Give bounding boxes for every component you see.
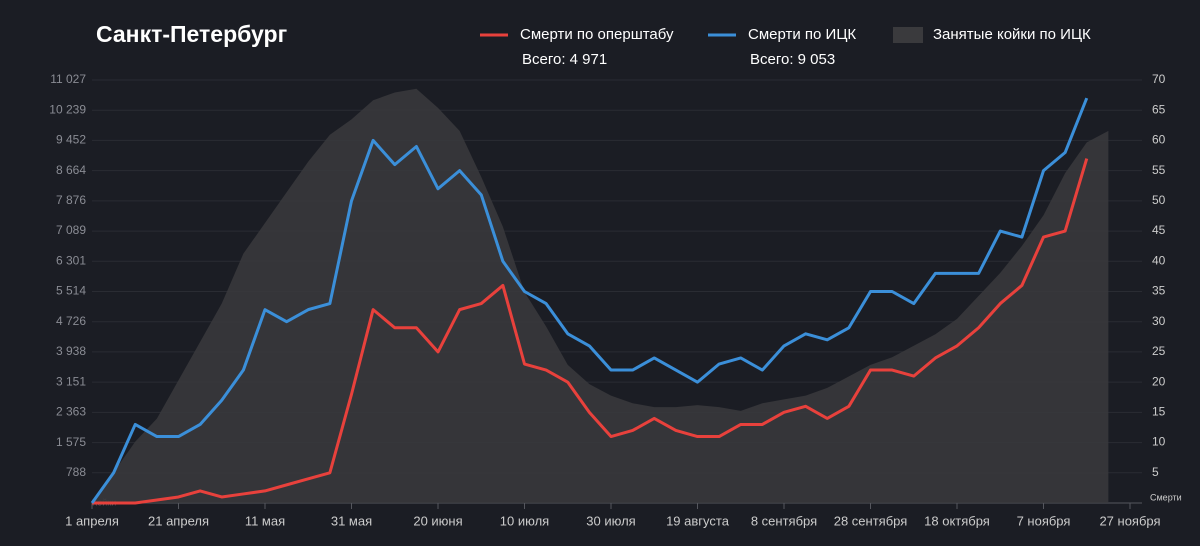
- x-tick-label: 30 июля: [586, 513, 635, 528]
- x-tick-label: 10 июля: [500, 513, 549, 528]
- y-tick-label: 7 089: [56, 223, 86, 237]
- y-tick-label: 3 938: [56, 344, 86, 358]
- y2-tick-label: 15: [1152, 405, 1166, 419]
- y-tick-label: 3 151: [56, 374, 86, 388]
- legend-label: Занятые койки по ИЦК: [933, 26, 1091, 43]
- y2-tick-label: 35: [1152, 284, 1166, 298]
- x-tick-label: 19 августа: [666, 513, 730, 528]
- y-tick-label: 8 664: [56, 163, 86, 177]
- x-tick-label: 8 сентября: [751, 513, 817, 528]
- x-tick-label: 21 апреля: [148, 513, 209, 528]
- y2-tick-label: 55: [1152, 163, 1166, 177]
- y-tick-label: 10 239: [49, 102, 86, 116]
- y2-axis-label: Смерти: [1150, 492, 1182, 502]
- y-tick-label: 2 363: [56, 405, 86, 419]
- legend-note: Всего: 4 971: [522, 51, 607, 68]
- x-tick-label: 20 июня: [413, 513, 462, 528]
- y2-tick-label: 65: [1152, 102, 1166, 116]
- line: [90, 97, 1089, 504]
- y-tick-label: 9 452: [56, 133, 86, 147]
- y2-tick-label: 25: [1152, 344, 1166, 358]
- y-tick-label: 5 514: [56, 284, 86, 298]
- y2-tick-label: 70: [1152, 72, 1166, 86]
- legend-label: Смерти по оперштабу: [520, 26, 674, 43]
- y-tick-label: 788: [66, 465, 86, 479]
- x-tick-label: 7 ноября: [1017, 513, 1071, 528]
- line: [92, 158, 1089, 505]
- y2-tick-label: 30: [1152, 314, 1166, 328]
- x-tick-label: 31 мая: [331, 513, 372, 528]
- x-tick-label: 27 ноября: [1099, 513, 1160, 528]
- y2-tick-label: 40: [1152, 253, 1166, 267]
- y-tick-label: 6 301: [56, 253, 86, 267]
- y2-tick-label: 20: [1152, 374, 1166, 388]
- y2-tick-label: 50: [1152, 193, 1166, 207]
- y2-tick-label: 45: [1152, 223, 1166, 237]
- y-tick-label: 11 027: [50, 72, 86, 86]
- x-tick-label: 1 апреля: [65, 513, 119, 528]
- y2-tick-label: 10: [1152, 435, 1166, 449]
- y-tick-label: 7 876: [56, 193, 86, 207]
- y2-tick-label: 5: [1152, 465, 1159, 479]
- legend-label: Смерти по ИЦК: [748, 26, 856, 43]
- y2-tick-label: 60: [1152, 133, 1166, 147]
- x-tick-label: 18 октября: [924, 513, 990, 528]
- x-tick-label: 11 мая: [245, 513, 285, 528]
- y-tick-label: 1 575: [56, 435, 86, 449]
- x-tick-label: 28 сентября: [834, 513, 908, 528]
- legend-note: Всего: 9 053: [750, 51, 835, 68]
- y-tick-label: 4 726: [56, 314, 86, 328]
- legend-swatch: [893, 27, 923, 43]
- chart-title: Санкт-Петербург: [96, 21, 287, 47]
